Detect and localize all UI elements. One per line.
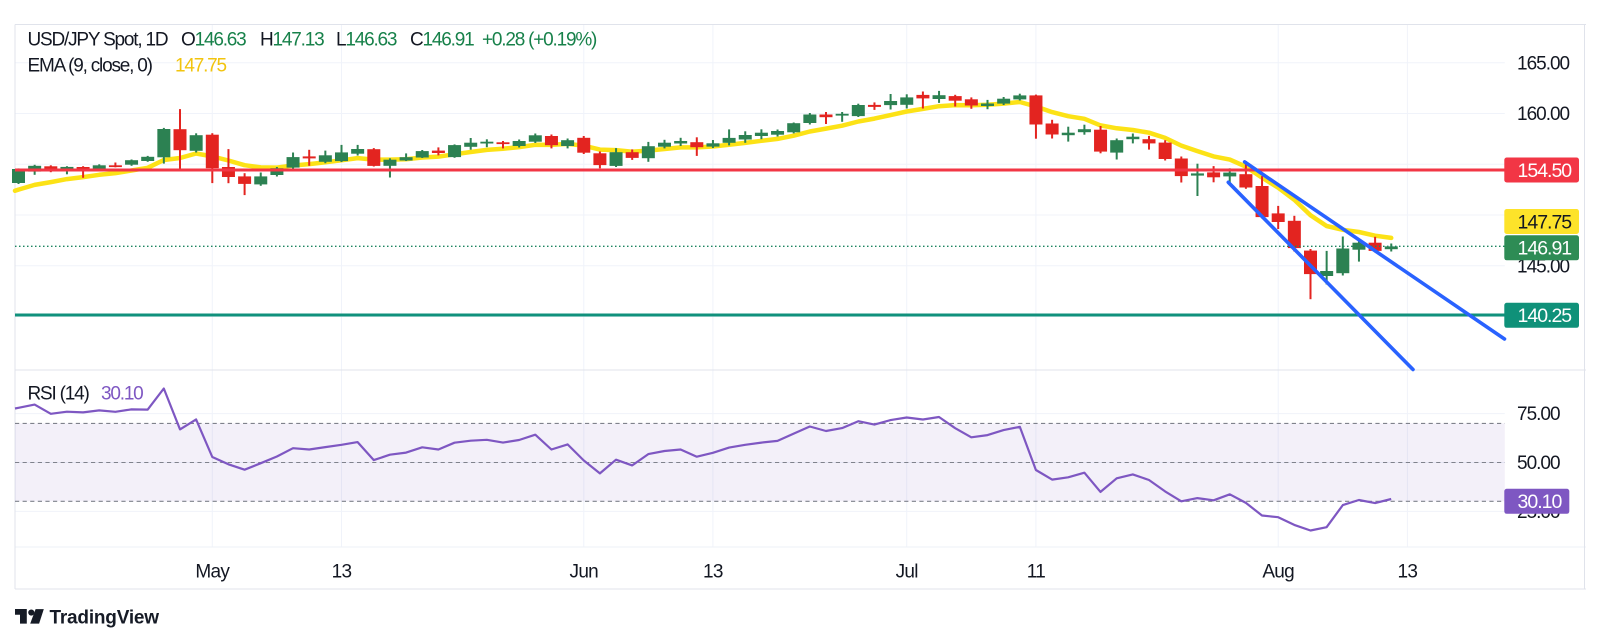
svg-text:147.75: 147.75 <box>175 56 227 77</box>
svg-text:160.00: 160.00 <box>1517 104 1570 125</box>
svg-text:May: May <box>195 561 230 582</box>
svg-text:L146.63: L146.63 <box>336 30 397 51</box>
svg-text:EMA (9, close, 0): EMA (9, close, 0) <box>28 56 153 77</box>
svg-text:Jul: Jul <box>896 561 918 582</box>
svg-text:H147.13: H147.13 <box>260 30 324 51</box>
svg-text:RSI (14): RSI (14) <box>28 384 90 405</box>
svg-text:+0.28 (+0.19%): +0.28 (+0.19%) <box>482 30 597 51</box>
svg-text:147.75: 147.75 <box>1518 211 1573 233</box>
svg-text:13: 13 <box>703 561 723 582</box>
svg-text:30.10: 30.10 <box>101 384 143 405</box>
svg-text:146.91: 146.91 <box>1518 238 1572 260</box>
svg-text:50.00: 50.00 <box>1517 453 1560 474</box>
svg-text:30.10: 30.10 <box>1518 491 1563 513</box>
svg-text:USD/JPY Spot, 1D: USD/JPY Spot, 1D <box>28 30 168 51</box>
svg-text:154.50: 154.50 <box>1518 160 1573 182</box>
svg-text:13: 13 <box>332 561 352 582</box>
svg-text:165.00: 165.00 <box>1517 53 1570 74</box>
svg-text:140.25: 140.25 <box>1518 305 1573 327</box>
svg-text:145.00: 145.00 <box>1517 256 1570 277</box>
svg-text:TradingView: TradingView <box>50 608 160 629</box>
svg-text:Aug: Aug <box>1262 561 1294 582</box>
svg-text:75.00: 75.00 <box>1517 404 1560 425</box>
svg-text:11: 11 <box>1027 561 1045 582</box>
svg-text:Jun: Jun <box>570 561 599 582</box>
svg-text:13: 13 <box>1398 561 1418 582</box>
svg-text:C146.91: C146.91 <box>410 30 474 51</box>
svg-text:O146.63: O146.63 <box>181 30 246 51</box>
